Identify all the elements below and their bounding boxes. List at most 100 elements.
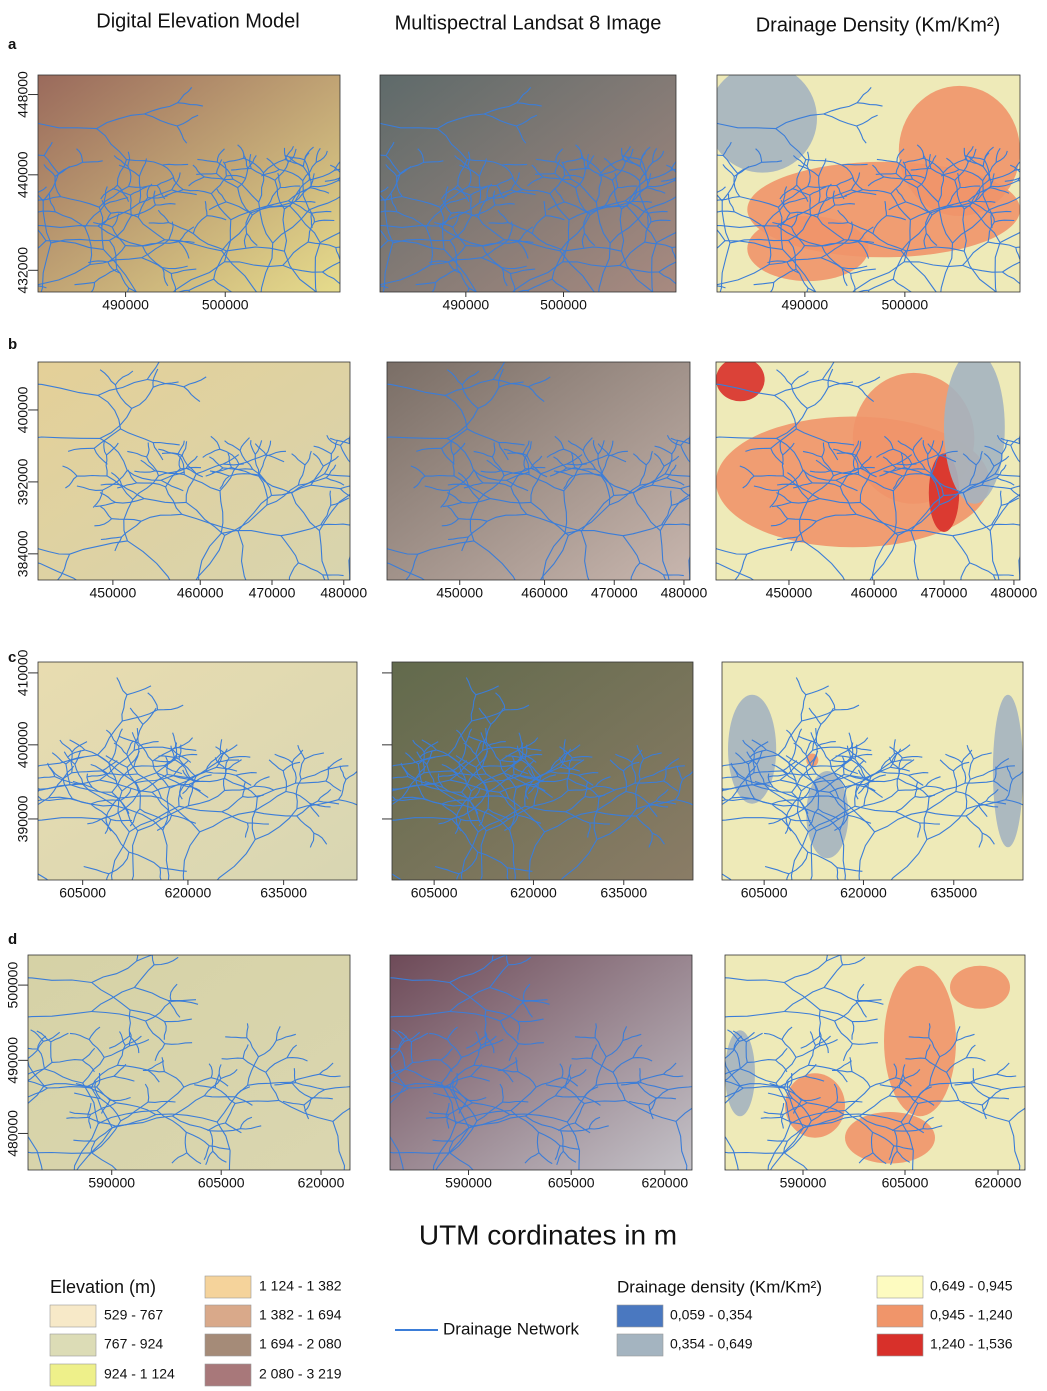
stream [600, 455, 610, 477]
stream [43, 1031, 61, 1042]
stream [426, 625, 449, 646]
stream [559, 753, 568, 768]
stream [776, 202, 820, 227]
density-zone [845, 1111, 935, 1164]
stream [209, 456, 224, 469]
stream [300, 768, 328, 780]
stream [483, 782, 490, 809]
stream [71, 770, 103, 774]
stream [545, 1084, 566, 1089]
stream [30, 1029, 44, 1042]
stream [171, 748, 192, 763]
stream [254, 440, 263, 455]
stream [28, 1068, 45, 1075]
stream [652, 148, 658, 163]
x-tick-label: 470000 [249, 585, 296, 601]
stream [791, 213, 799, 228]
stream [739, 465, 755, 477]
stream [512, 1196, 538, 1198]
stream [841, 164, 855, 181]
x-tick-label: 605000 [59, 885, 106, 901]
stream [134, 470, 156, 473]
stream [423, 160, 444, 163]
stream [620, 251, 654, 292]
stream [1005, 799, 1023, 806]
stream [962, 492, 991, 532]
stream [105, 454, 108, 476]
stream [197, 158, 218, 163]
stream [224, 157, 244, 164]
stream [111, 226, 126, 246]
stream [380, 264, 432, 286]
stream [811, 1101, 838, 1122]
stream [640, 146, 651, 160]
stream [28, 1136, 43, 1170]
stream [647, 180, 675, 188]
stream [958, 1099, 1010, 1122]
stream [390, 1061, 413, 1082]
map-background [380, 75, 676, 292]
stream [295, 1082, 325, 1091]
stream [781, 1039, 797, 1058]
stream [805, 740, 813, 755]
stream [501, 265, 527, 270]
stream [126, 159, 163, 166]
stream [528, 376, 551, 388]
stream [99, 749, 135, 781]
stream [805, 750, 819, 768]
stream [296, 815, 315, 834]
stream [895, 1077, 912, 1087]
y-tick-label: 400000 [15, 386, 31, 433]
stream [807, 805, 856, 833]
map-panel [24, 362, 350, 644]
stream [565, 1073, 570, 1088]
stream [28, 582, 56, 589]
stream [787, 772, 817, 776]
stream [503, 772, 528, 786]
stream [827, 222, 849, 224]
stream [83, 865, 110, 875]
stream [910, 530, 920, 580]
stream [175, 603, 187, 620]
stream [312, 452, 324, 467]
stream [795, 677, 807, 696]
stream [106, 873, 110, 880]
stream [767, 1092, 793, 1100]
stream [171, 949, 198, 952]
stream [497, 1069, 518, 1073]
stream [817, 808, 840, 820]
stream [449, 779, 500, 793]
stream [324, 177, 340, 182]
stream [895, 796, 916, 813]
stream [452, 213, 460, 228]
stream [38, 228, 47, 242]
stream [779, 1201, 789, 1218]
stream [337, 180, 340, 182]
stream [239, 450, 254, 470]
stream [91, 1010, 146, 1022]
stream [813, 602, 827, 627]
stream [353, 462, 372, 466]
stream [232, 178, 260, 203]
stream [559, 1063, 564, 1078]
stream [622, 1026, 628, 1041]
stream [506, 471, 530, 481]
stream [879, 753, 895, 772]
stream [261, 169, 280, 177]
stream [419, 749, 437, 758]
stream [1002, 261, 1020, 273]
stream [280, 185, 301, 189]
stream [390, 1040, 405, 1060]
stream [790, 370, 809, 386]
stream [457, 772, 487, 776]
stream [862, 189, 892, 195]
stream [888, 1145, 895, 1161]
map-frame [37, 361, 351, 581]
stream [594, 1023, 597, 1038]
stream [392, 817, 452, 821]
stream [930, 475, 941, 506]
stream [437, 128, 468, 160]
stream [993, 780, 1009, 792]
stream [24, 643, 51, 644]
stream [504, 704, 530, 711]
